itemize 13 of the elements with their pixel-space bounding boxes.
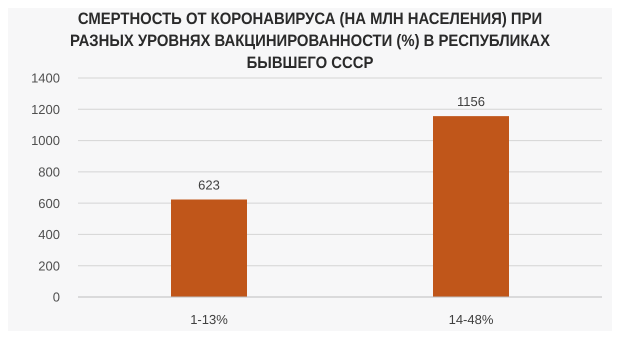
y-tick-label: 1200 bbox=[31, 102, 60, 117]
y-tick-label: 400 bbox=[38, 227, 60, 242]
y-tick-label: 1000 bbox=[31, 133, 60, 148]
data-label: 623 bbox=[198, 178, 220, 193]
y-tick-label: 200 bbox=[38, 258, 60, 274]
y-tick-label: 0 bbox=[52, 290, 60, 305]
chart-title: СМЕРТНОСТЬ ОТ КОРОНАВИРУСА (НА МЛН НАСЕЛЕНИЯ) ПРИ РАЗНЫХ УРОВНЯХ ВАКЦИНИРОВАННОСТИ (%) В РЕСПУБЛИКАХ БЫВШЕГО СССР bbox=[68, 9, 552, 72]
x-tick-label: 14-48% bbox=[448, 312, 494, 328]
y-tick-label: 800 bbox=[38, 164, 60, 180]
x-tick-label: 1-13% bbox=[190, 312, 228, 328]
y-tick-label: 600 bbox=[38, 196, 60, 211]
data-label: 1156 bbox=[457, 94, 485, 110]
y-tick-label: 1400 bbox=[31, 70, 60, 86]
